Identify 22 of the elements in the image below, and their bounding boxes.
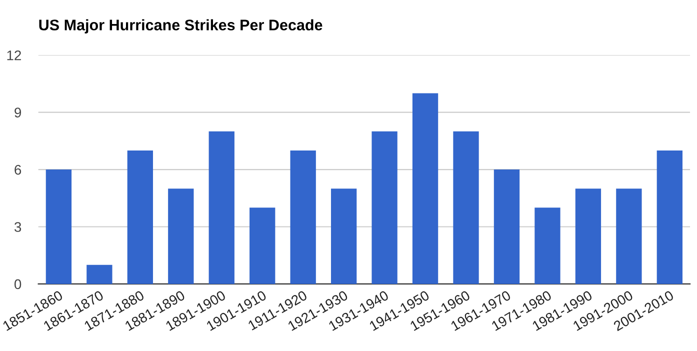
y-tick-label: 9 <box>14 108 22 118</box>
bar <box>534 208 560 284</box>
bar <box>494 170 520 284</box>
y-tick-label: 6 <box>14 164 22 175</box>
bar <box>330 188 357 284</box>
bar <box>46 170 72 284</box>
bar <box>372 131 398 284</box>
chart-title: US Major Hurricane Strikes Per Decade <box>39 19 322 34</box>
bar <box>250 208 276 284</box>
bar <box>86 264 112 284</box>
y-tick-label: 12 <box>7 50 21 60</box>
bar <box>656 150 682 284</box>
bar <box>453 131 479 284</box>
bar <box>290 150 316 284</box>
bar <box>168 188 194 284</box>
y-tick-label: 0 <box>14 279 22 290</box>
bar <box>616 188 642 284</box>
bar <box>127 150 153 284</box>
bar <box>208 131 234 284</box>
bar <box>412 93 438 284</box>
bar <box>575 188 602 284</box>
y-tick-label: 3 <box>14 222 22 232</box>
